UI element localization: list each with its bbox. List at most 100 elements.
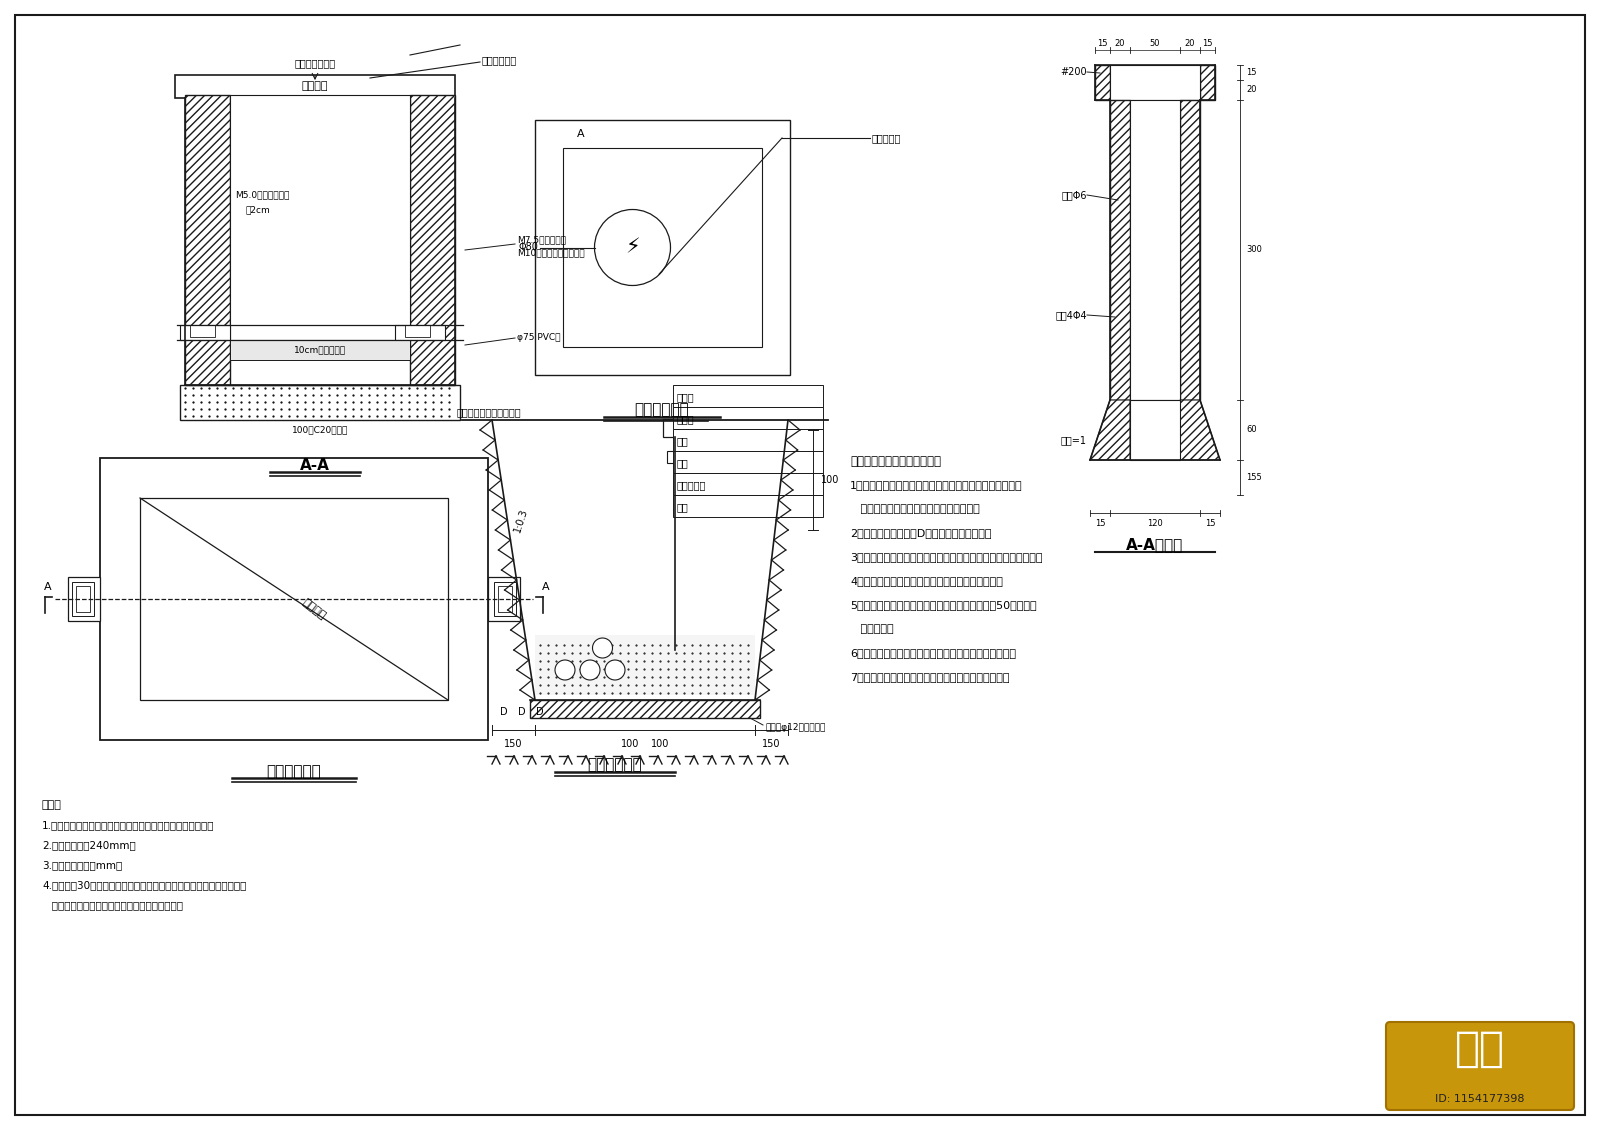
Text: 厚2cm: 厚2cm xyxy=(245,206,270,215)
Bar xyxy=(674,429,822,451)
Bar xyxy=(1181,100,1200,400)
Text: 标示桩平面图: 标示桩平面图 xyxy=(635,403,690,417)
Text: 5、标示桩埋设位置：起、终及转向处，直线段每50米及其他: 5、标示桩埋设位置：起、终及转向处，直线段每50米及其他 xyxy=(850,601,1037,610)
Bar xyxy=(186,95,230,385)
Text: 100: 100 xyxy=(621,739,638,749)
Text: 2.检查井壁厚为240mm。: 2.检查井壁厚为240mm。 xyxy=(42,840,136,851)
Text: A: A xyxy=(578,129,584,139)
Circle shape xyxy=(592,638,613,658)
Bar xyxy=(563,148,762,347)
Text: D: D xyxy=(518,707,526,717)
Text: 复合材料盖座: 复合材料盖座 xyxy=(482,55,517,64)
Bar xyxy=(174,75,454,98)
Text: 15: 15 xyxy=(1202,38,1213,48)
Bar xyxy=(667,451,683,463)
Text: 电缆沟断面图: 电缆沟断面图 xyxy=(587,758,642,772)
Bar xyxy=(674,385,822,407)
Text: 4.检查井每30米设一个，线路横跨道路时，横跨位置两边都应设一个。: 4.检查井每30米设一个，线路横跨道路时，横跨位置两边都应设一个。 xyxy=(42,880,246,890)
Text: 特殊位置。: 特殊位置。 xyxy=(850,624,894,634)
Text: 电缆根数视在同一路径的电缆数量而定。: 电缆根数视在同一路径的电缆数量而定。 xyxy=(850,504,979,513)
Text: 120: 120 xyxy=(1147,518,1163,527)
Bar xyxy=(190,325,214,337)
Text: 3、电缆沟覆土前应由有关部门验收符合设计要求后，方可覆土。: 3、电缆沟覆土前应由有关部门验收符合设计要求后，方可覆土。 xyxy=(850,552,1043,562)
Text: 6、通过道路时应穿管敷设，穿管直径应符合规程要求。: 6、通过道路时应穿管敷设，穿管直径应符合规程要求。 xyxy=(850,648,1016,658)
Text: 1.检查井井盖采用有道路照明专用标志的复合材料防盗井盖。: 1.检查井井盖采用有道路照明专用标志的复合材料防盗井盖。 xyxy=(42,820,214,830)
FancyBboxPatch shape xyxy=(1386,1022,1574,1110)
Text: ID: 1154177398: ID: 1154177398 xyxy=(1435,1094,1525,1104)
Bar xyxy=(488,577,520,621)
Text: 河沙: 河沙 xyxy=(677,458,688,468)
Polygon shape xyxy=(1181,400,1221,460)
Text: 15: 15 xyxy=(1094,518,1106,527)
Circle shape xyxy=(579,661,600,680)
Text: 15: 15 xyxy=(1098,38,1107,48)
Bar xyxy=(1110,64,1200,100)
Bar xyxy=(674,407,822,429)
Circle shape xyxy=(595,209,670,285)
Text: 60: 60 xyxy=(1246,425,1256,434)
Text: 接地线φ12热镀锌圆钢: 接地线φ12热镀锌圆钢 xyxy=(765,724,826,733)
Text: 150: 150 xyxy=(762,739,781,749)
Bar xyxy=(1094,64,1110,100)
Text: ⚡: ⚡ xyxy=(626,238,640,258)
Bar xyxy=(179,325,230,340)
Text: A: A xyxy=(45,582,51,592)
Text: 300: 300 xyxy=(1246,245,1262,254)
Bar xyxy=(1110,100,1130,400)
Text: D: D xyxy=(536,707,544,717)
Bar xyxy=(405,325,430,337)
Text: A-A: A-A xyxy=(301,458,330,473)
Polygon shape xyxy=(1130,400,1181,460)
Text: 说明：: 说明： xyxy=(42,800,62,810)
Text: 复合材料: 复合材料 xyxy=(302,81,328,90)
Text: 红油漆符号: 红油漆符号 xyxy=(872,133,901,143)
Bar xyxy=(534,120,790,375)
Text: 3.图中尺寸单位：mm。: 3.图中尺寸单位：mm。 xyxy=(42,860,122,870)
Text: 1:0.3: 1:0.3 xyxy=(512,507,530,533)
Text: 15: 15 xyxy=(1246,68,1256,77)
Text: 箍筋4Φ4: 箍筋4Φ4 xyxy=(1056,310,1086,320)
Text: 电缆及套管: 电缆及套管 xyxy=(677,480,706,490)
Text: 主筋Φ6: 主筋Φ6 xyxy=(1061,190,1086,200)
Bar xyxy=(395,325,445,340)
Text: A-A剖面图: A-A剖面图 xyxy=(1126,537,1184,553)
Polygon shape xyxy=(1090,400,1130,460)
Text: 50: 50 xyxy=(1150,38,1160,48)
Circle shape xyxy=(605,661,626,680)
Bar xyxy=(72,582,94,616)
Bar xyxy=(179,385,461,420)
Text: φ75 PVC管: φ75 PVC管 xyxy=(517,333,560,342)
Text: 1、电缆沟断面图为表示电力电缆敷设的一般形式，具体的: 1、电缆沟断面图为表示电力电缆敷设的一般形式，具体的 xyxy=(850,480,1022,490)
Text: 7、该电缆沟做法适用于无桥面处的道路电缆沟做法。: 7、该电缆沟做法适用于无桥面处的道路电缆沟做法。 xyxy=(850,672,1010,682)
Text: 20: 20 xyxy=(1115,38,1125,48)
Text: 100: 100 xyxy=(651,739,669,749)
Bar xyxy=(674,473,822,495)
Bar xyxy=(674,451,822,473)
Bar xyxy=(67,577,99,621)
Text: 10cm中粗砂垫层: 10cm中粗砂垫层 xyxy=(294,345,346,354)
Text: 知末: 知末 xyxy=(1454,1028,1506,1070)
Text: 20: 20 xyxy=(1184,38,1195,48)
Bar xyxy=(1130,100,1181,400)
Text: 15: 15 xyxy=(1205,518,1216,527)
Text: 红砖: 红砖 xyxy=(677,435,688,446)
Text: 具体位置施工单位根据现场与业主和监理协商。: 具体位置施工单位根据现场与业主和监理协商。 xyxy=(42,900,182,910)
Text: 电缆沟做法（如左图所示）。: 电缆沟做法（如左图所示）。 xyxy=(850,455,941,468)
Text: D: D xyxy=(501,707,507,717)
Bar xyxy=(494,582,515,616)
Text: M7.5水泥砂浆砌: M7.5水泥砂浆砌 xyxy=(517,235,566,244)
Bar xyxy=(230,95,410,340)
Text: Φ80: Φ80 xyxy=(518,242,539,252)
Bar xyxy=(1200,64,1214,100)
Bar xyxy=(530,700,760,718)
Bar xyxy=(498,586,512,612)
Text: 复合材料: 复合材料 xyxy=(301,597,328,621)
Bar xyxy=(77,586,90,612)
Text: 地面（人行道或绿化带）: 地面（人行道或绿化带） xyxy=(458,407,522,417)
Text: 河沙: 河沙 xyxy=(677,502,688,512)
Text: 2、电缆沟断面图中的D表示电缆套管的外径。: 2、电缆沟断面图中的D表示电缆套管的外径。 xyxy=(850,528,992,538)
Bar xyxy=(674,495,822,517)
Bar xyxy=(230,340,410,360)
Text: #200: #200 xyxy=(1061,67,1086,77)
Text: 标高平人行道面: 标高平人行道面 xyxy=(294,58,336,68)
